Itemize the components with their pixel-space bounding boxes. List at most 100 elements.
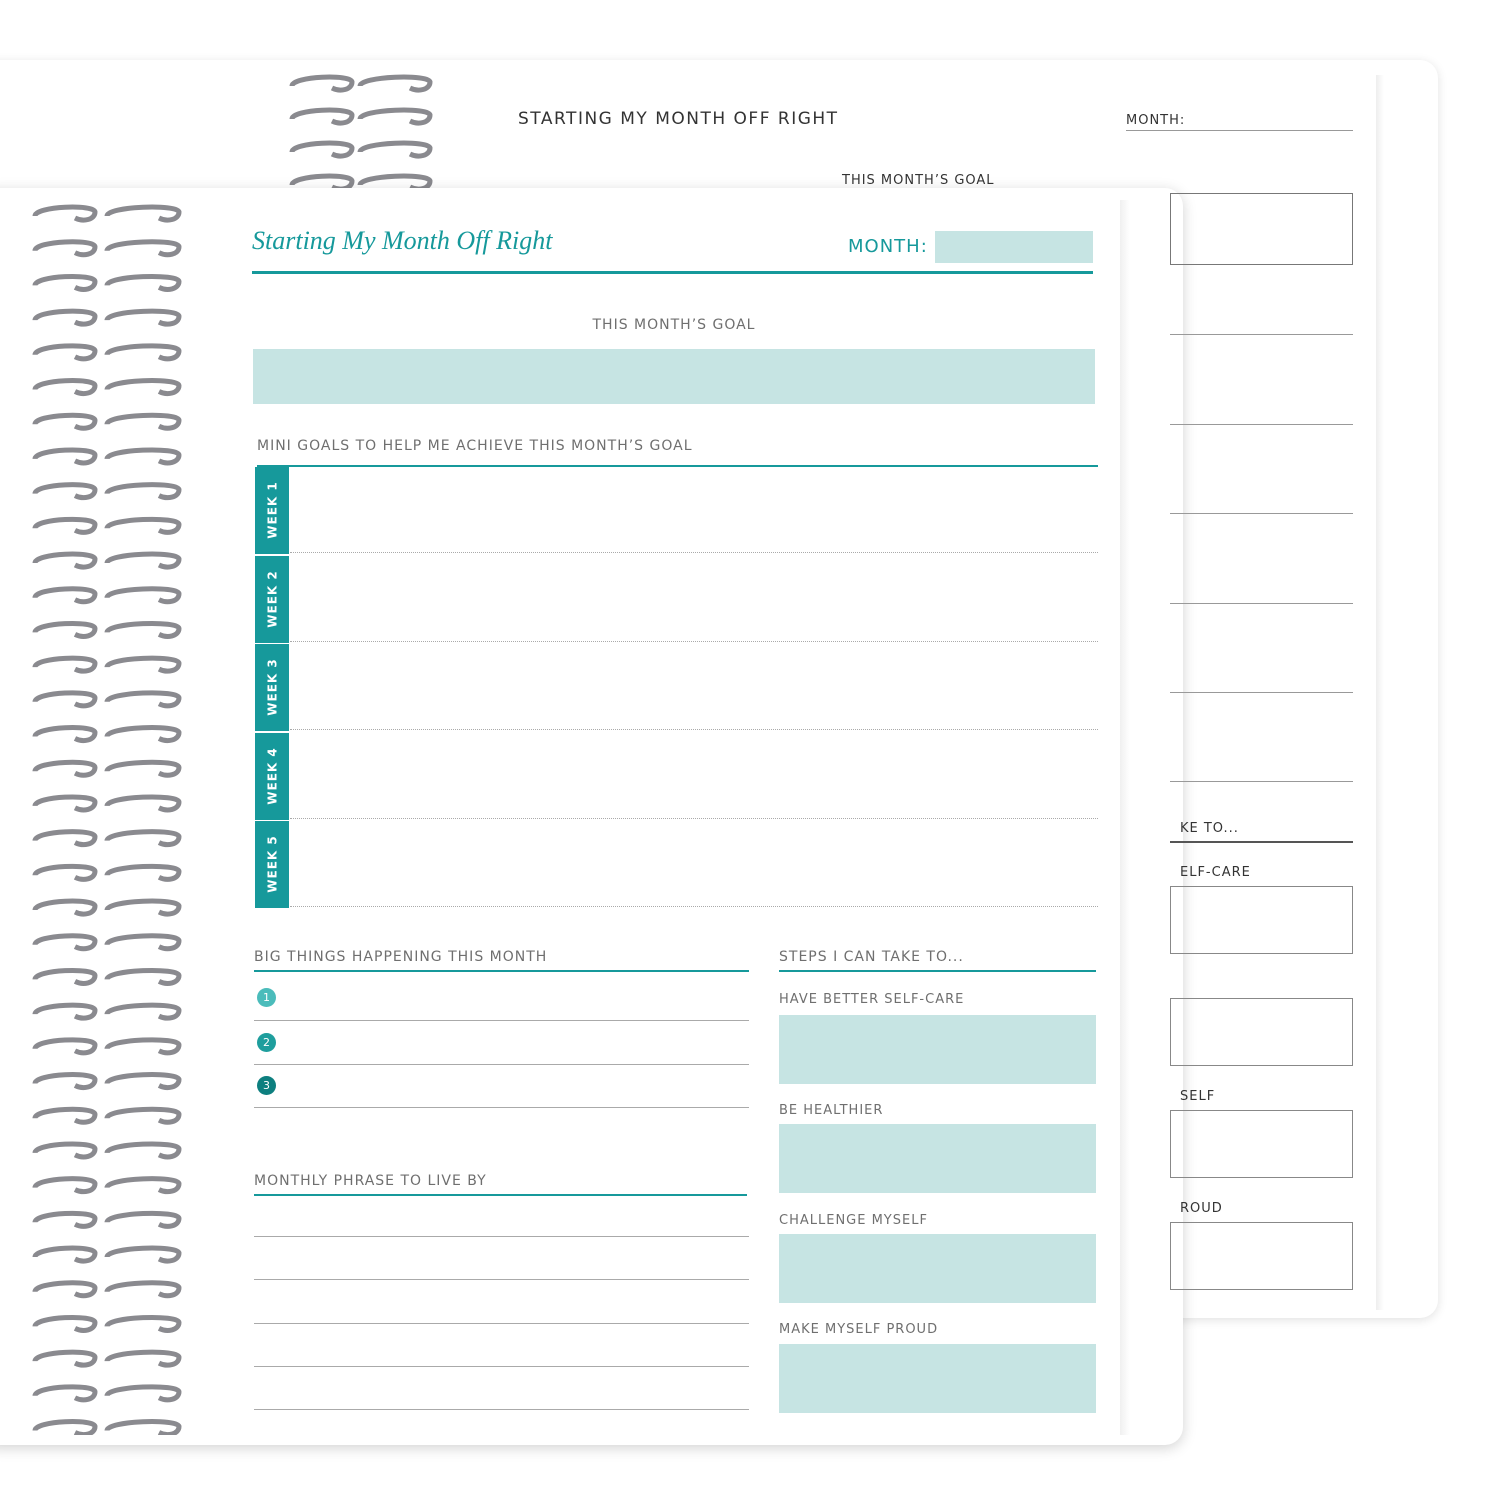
coil bbox=[357, 74, 433, 93]
coil bbox=[104, 204, 182, 223]
coil bbox=[32, 1314, 98, 1333]
coil bbox=[104, 967, 182, 986]
coil bbox=[32, 794, 98, 813]
back-month-label: MONTH: bbox=[1126, 113, 1186, 128]
coil bbox=[104, 1314, 182, 1333]
coil bbox=[104, 1141, 182, 1160]
back-title: STARTING MY MONTH OFF RIGHT bbox=[518, 109, 839, 129]
step-box bbox=[779, 1234, 1096, 1303]
back-label: SELF bbox=[1180, 1089, 1216, 1104]
week-tab bbox=[255, 467, 289, 554]
week-label: WEEK 3 bbox=[265, 658, 280, 716]
month-box bbox=[935, 231, 1093, 263]
rule bbox=[257, 465, 1098, 467]
goal-box bbox=[253, 349, 1095, 404]
coil bbox=[32, 933, 98, 952]
coil bbox=[104, 898, 182, 917]
coil bbox=[104, 690, 182, 709]
coil bbox=[32, 725, 98, 743]
coil bbox=[32, 343, 98, 362]
dotted-rule bbox=[290, 552, 1098, 553]
dotted-rule bbox=[290, 906, 1098, 907]
coil bbox=[32, 1106, 98, 1125]
rule bbox=[254, 1236, 749, 1237]
rule bbox=[254, 970, 749, 972]
box bbox=[1170, 886, 1353, 954]
coil bbox=[104, 1002, 182, 1021]
section-heading: MONTHLY PHRASE TO LIVE BY bbox=[254, 1173, 487, 1189]
coil bbox=[104, 273, 182, 292]
rule bbox=[1170, 334, 1353, 335]
coil bbox=[289, 74, 355, 93]
back-goal-label: THIS MONTH’S GOAL bbox=[842, 173, 995, 188]
rule bbox=[1170, 603, 1353, 604]
coil bbox=[104, 1210, 182, 1229]
coil bbox=[32, 1245, 98, 1264]
week-label: WEEK 1 bbox=[265, 481, 280, 539]
back-label: ROUD bbox=[1180, 1201, 1223, 1216]
rule bbox=[254, 1194, 747, 1196]
rule bbox=[254, 1366, 749, 1367]
coil bbox=[104, 1106, 182, 1125]
coil bbox=[32, 516, 98, 535]
coil bbox=[32, 829, 98, 848]
rule bbox=[254, 1020, 749, 1021]
coil bbox=[32, 967, 98, 986]
dotted-rule bbox=[290, 729, 1098, 730]
coil bbox=[32, 1280, 98, 1299]
coil bbox=[104, 759, 182, 778]
number-circle: 3 bbox=[257, 1076, 276, 1095]
coil bbox=[32, 551, 98, 570]
rule bbox=[254, 1323, 749, 1324]
front-title: Starting My Month Off Right bbox=[252, 226, 553, 255]
section-heading: BIG THINGS HAPPENING THIS MONTH bbox=[254, 949, 548, 965]
coil bbox=[32, 1384, 98, 1403]
step-label: BE HEALTHIER bbox=[779, 1103, 884, 1118]
back-label: ELF-CARE bbox=[1180, 865, 1251, 880]
coil bbox=[32, 308, 98, 327]
coil bbox=[32, 378, 98, 396]
coil bbox=[32, 655, 98, 674]
coil bbox=[104, 586, 182, 605]
coil bbox=[32, 863, 98, 882]
coil bbox=[32, 898, 98, 917]
coil bbox=[104, 933, 182, 952]
goal-label: THIS MONTH’S GOAL bbox=[592, 317, 756, 333]
rule bbox=[252, 271, 1093, 274]
coil bbox=[104, 1419, 182, 1435]
coil bbox=[32, 1419, 98, 1435]
coil bbox=[32, 1037, 98, 1056]
coil bbox=[104, 829, 182, 848]
box bbox=[1170, 998, 1353, 1066]
coil bbox=[32, 1176, 98, 1195]
week-tab bbox=[255, 732, 289, 820]
coil bbox=[104, 725, 182, 743]
back-label: KE TO... bbox=[1180, 821, 1239, 836]
step-label: CHALLENGE MYSELF bbox=[779, 1213, 928, 1228]
coil bbox=[104, 239, 182, 258]
coil bbox=[32, 204, 98, 223]
week-tab bbox=[255, 555, 289, 643]
coil bbox=[357, 107, 433, 126]
coil bbox=[104, 620, 182, 639]
coil bbox=[104, 516, 182, 535]
back-spiral bbox=[289, 74, 433, 192]
coil bbox=[104, 447, 182, 466]
coil bbox=[104, 1176, 182, 1195]
coil bbox=[32, 273, 98, 292]
box bbox=[1170, 1110, 1353, 1178]
rule bbox=[1170, 841, 1353, 843]
rule bbox=[1170, 692, 1353, 693]
rule bbox=[254, 1409, 749, 1410]
coil bbox=[289, 140, 355, 159]
week-tab bbox=[255, 821, 289, 908]
coil bbox=[32, 1141, 98, 1160]
rule bbox=[779, 970, 1096, 972]
coil bbox=[32, 1002, 98, 1021]
page-edge bbox=[1120, 200, 1130, 1435]
coil bbox=[104, 655, 182, 674]
front-spiral bbox=[32, 204, 182, 1435]
coil bbox=[104, 343, 182, 362]
coil bbox=[104, 1072, 182, 1090]
